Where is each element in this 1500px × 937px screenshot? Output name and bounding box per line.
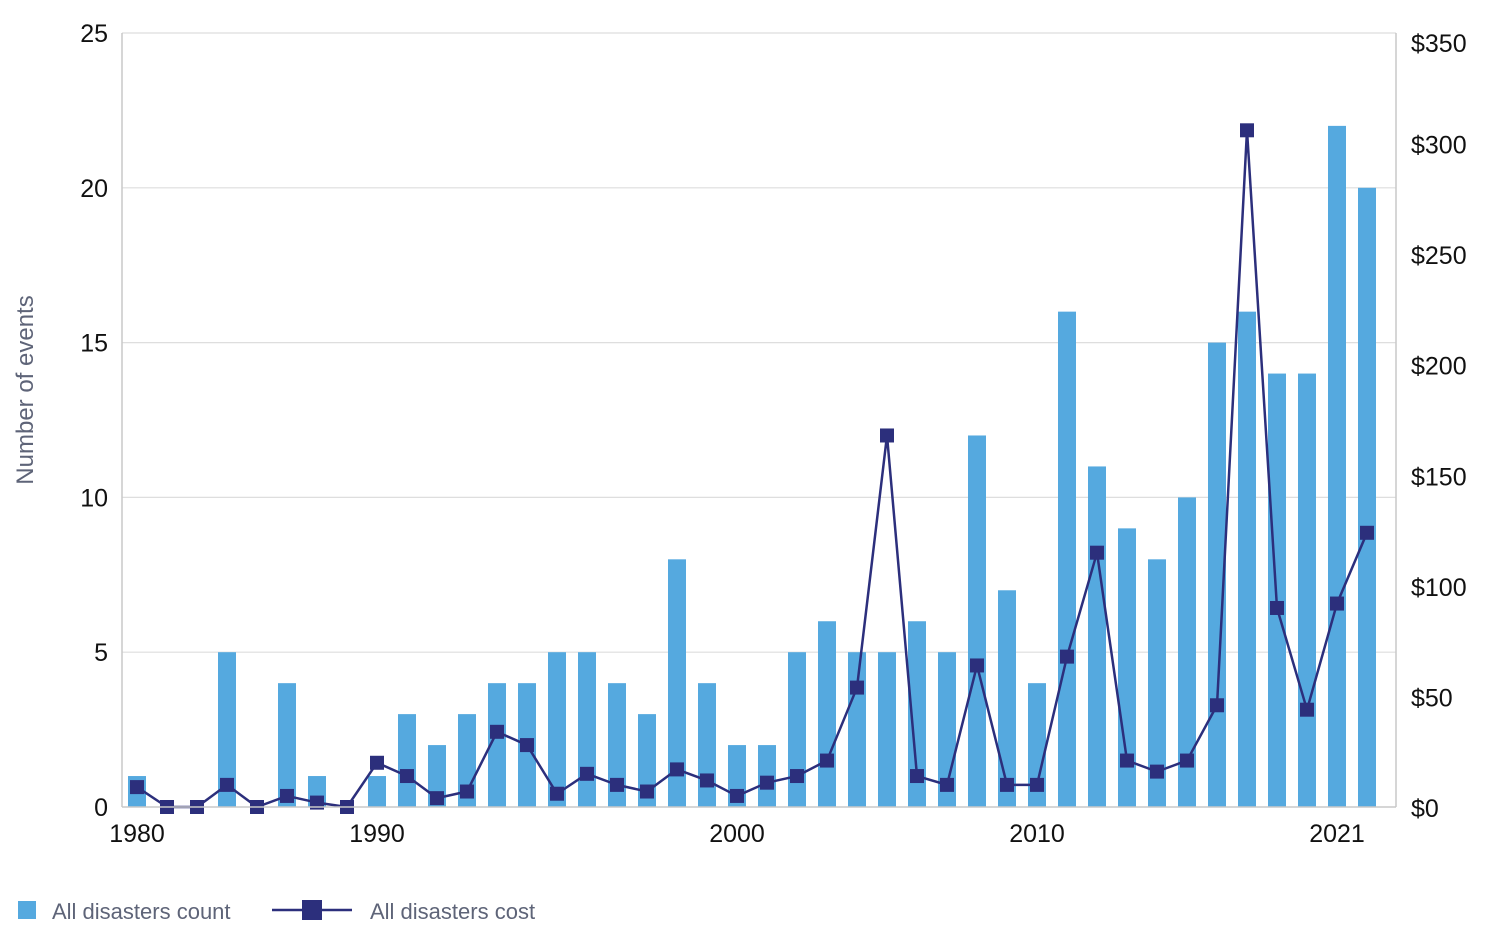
bar-2020: [1328, 125, 1346, 807]
bar-2002: [788, 652, 806, 807]
cost-point-1988: [370, 755, 384, 770]
cost-point-2015: [1180, 753, 1194, 768]
bar-2003: [818, 621, 836, 807]
y-left-tick-label: 20: [80, 175, 108, 203]
y-left-tick-label: 25: [80, 20, 108, 48]
bar-1989: [398, 714, 416, 807]
cost-point-2004: [850, 680, 864, 695]
cost-point-2008: [970, 658, 984, 673]
y-right-tick-label: $300: [1411, 132, 1467, 160]
bar-2011: [1058, 311, 1076, 807]
axes: [121, 33, 1397, 808]
bar-2019: [1298, 373, 1316, 807]
bar-2016: [1208, 342, 1226, 807]
cost-point-1994: [550, 786, 564, 801]
cost-point-2003: [820, 753, 834, 768]
cost-point-1986: [310, 795, 324, 810]
bar-1988: [368, 776, 386, 807]
cost-point-1990: [430, 791, 444, 806]
cost-point-1996: [610, 777, 624, 792]
cost-point-2009: [1000, 777, 1014, 792]
y-left-tick-label: 5: [94, 639, 108, 667]
cost-point-1983: [220, 777, 234, 792]
cost-point-2012: [1090, 545, 1104, 560]
legend-swatch-count: [18, 901, 36, 919]
y-right-tick-label: $50: [1411, 684, 1453, 712]
legend-label-cost: All disasters cost: [370, 899, 535, 924]
cost-point-2000: [730, 788, 744, 803]
y-right-tick-label: $200: [1411, 353, 1467, 381]
legend-label-count: All disasters count: [52, 899, 231, 924]
bar-2021: [1358, 187, 1376, 808]
cost-point-2020: [1330, 596, 1344, 611]
legend: All disasters count All disasters cost: [18, 899, 535, 924]
cost-point-1991: [460, 784, 474, 799]
y-right-tick-label: $250: [1411, 242, 1467, 270]
legend-swatch-cost-marker: [302, 900, 322, 920]
left-axis-ticks: 0 5 10 15 20 25: [80, 20, 108, 822]
bar-1998: [668, 559, 686, 807]
cost-point-2011: [1060, 649, 1074, 664]
cost-point-2019: [1300, 702, 1314, 717]
bar-2010: [1028, 683, 1046, 807]
y-left-tick-label: 0: [94, 794, 108, 822]
y-left-tick-label: 15: [80, 330, 108, 358]
y-axis-label: Number of events: [12, 295, 39, 484]
x-tick-label: 1990: [349, 820, 405, 848]
x-axis-ticks: 1980 1990 2000 2010 2021: [109, 820, 1365, 848]
cost-point-2002: [790, 769, 804, 784]
bar-2008: [968, 435, 986, 807]
cost-point-1998: [670, 762, 684, 777]
cost-point-1989: [400, 769, 414, 784]
cost-point-2001: [760, 775, 774, 790]
bar-1983: [218, 652, 236, 807]
right-axis-ticks: $0 $50 $100 $150 $200 $250 $300 $350: [1411, 30, 1467, 823]
bar-2015: [1178, 497, 1196, 807]
bar-series-count: [128, 125, 1376, 808]
bar-1985: [278, 683, 296, 807]
y-right-tick-label: $150: [1411, 463, 1467, 491]
bar-2006: [908, 621, 926, 807]
y-left-tick-label: 10: [80, 484, 108, 512]
x-tick-label: 2021: [1309, 820, 1365, 848]
cost-point-2006: [910, 769, 924, 784]
bar-2009: [998, 590, 1016, 807]
bar-2004: [848, 652, 866, 807]
cost-point-1985: [280, 788, 294, 803]
bar-1992: [488, 683, 506, 807]
bar-1994: [548, 652, 566, 807]
bar-1999: [698, 683, 716, 807]
y-right-tick-label: $350: [1411, 30, 1467, 58]
bar-1996: [608, 683, 626, 807]
x-tick-label: 2000: [709, 820, 765, 848]
x-tick-label: 2010: [1009, 820, 1065, 848]
cost-point-2007: [940, 777, 954, 792]
cost-point-2017: [1240, 123, 1254, 138]
bar-1995: [578, 652, 596, 807]
cost-point-2010: [1030, 777, 1044, 792]
cost-point-2013: [1120, 753, 1134, 768]
bar-1997: [638, 714, 656, 807]
cost-point-1980: [130, 780, 144, 795]
cost-point-1995: [580, 766, 594, 781]
y-right-tick-label: $0: [1411, 795, 1439, 823]
cost-point-2018: [1270, 600, 1284, 615]
bar-2017: [1238, 311, 1256, 807]
grid: [122, 32, 1396, 653]
cost-point-2021: [1360, 525, 1374, 540]
bar-2014: [1148, 559, 1166, 807]
bar-2005: [878, 652, 896, 807]
y-right-tick-label: $100: [1411, 574, 1467, 602]
bar-2012: [1088, 466, 1106, 807]
cost-point-2016: [1210, 698, 1224, 713]
cost-point-2005: [880, 428, 894, 443]
cost-point-1999: [700, 773, 714, 788]
x-tick-label: 1980: [109, 820, 165, 848]
cost-point-1993: [520, 738, 534, 753]
cost-point-2014: [1150, 764, 1164, 779]
cost-point-1992: [490, 724, 504, 739]
cost-point-1997: [640, 784, 654, 799]
